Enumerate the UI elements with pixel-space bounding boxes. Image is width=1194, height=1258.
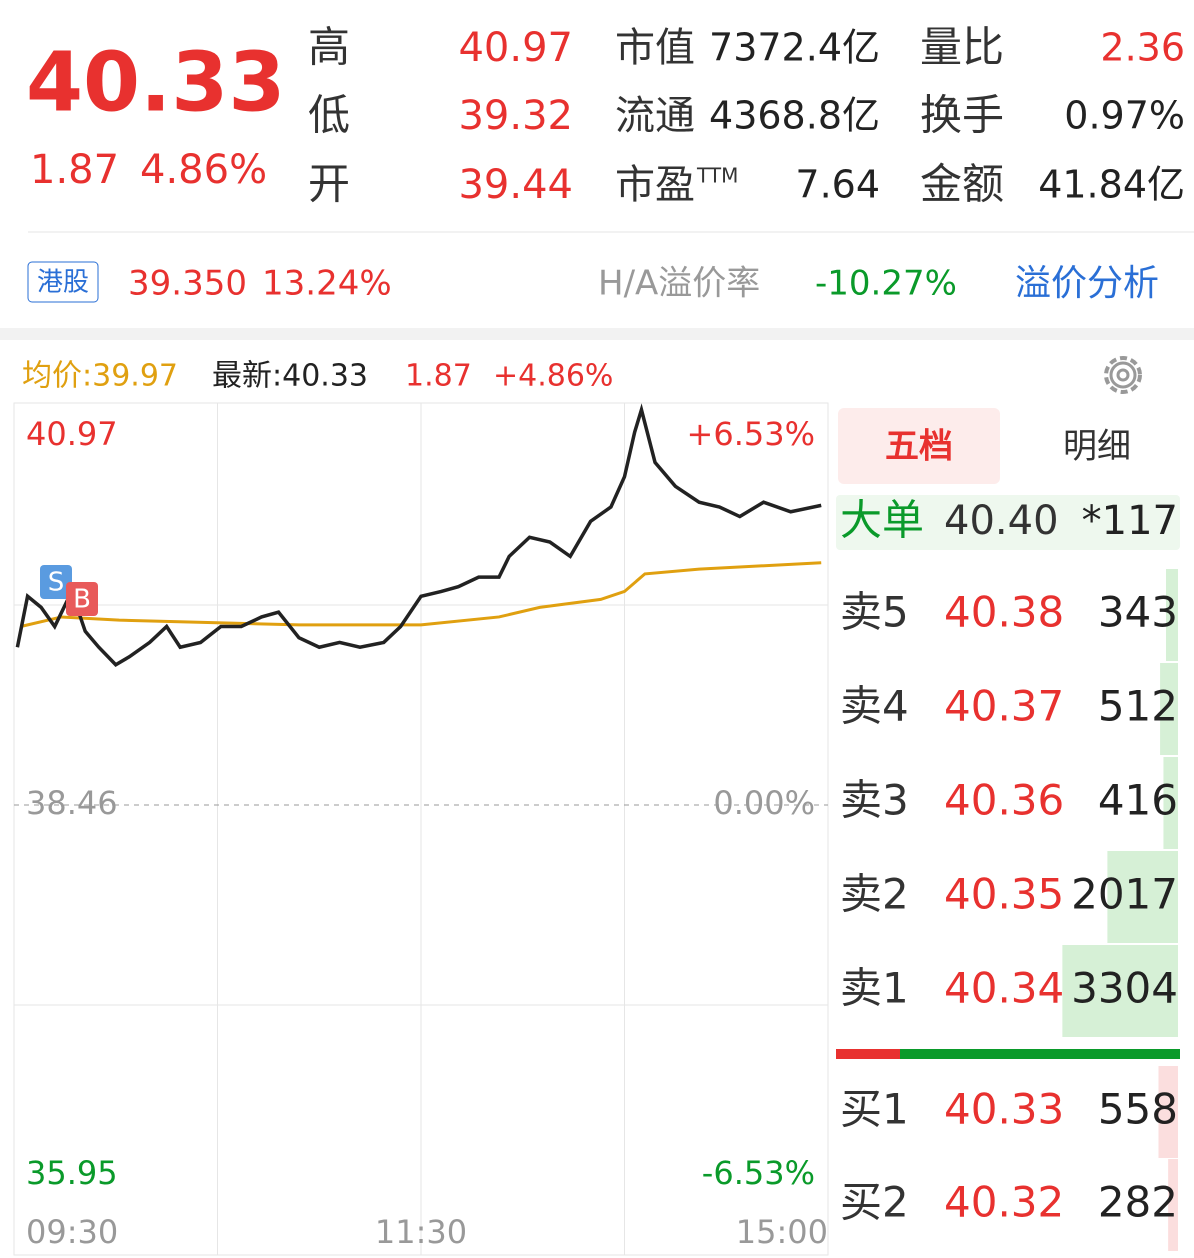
stat-value: 2.36	[1100, 26, 1185, 70]
level-volume: 343	[1098, 588, 1178, 637]
level-price: 40.38	[944, 588, 1064, 637]
stat-value: 39.32	[458, 93, 573, 139]
price: 40.33	[26, 35, 285, 130]
tab[interactable]: 明细	[1063, 427, 1131, 467]
stat-label: 量比	[920, 23, 1004, 72]
level-price: 40.35	[944, 870, 1064, 919]
x-tick-label: 11:30	[375, 1213, 467, 1251]
signal-badge: S	[48, 568, 65, 598]
settings-icon[interactable]	[1104, 356, 1142, 394]
stat-label: 市值	[615, 25, 695, 71]
pct-label: +6.53%	[687, 415, 815, 453]
tab[interactable]: 五档	[885, 427, 953, 467]
hk-badge: 港股	[37, 268, 89, 298]
stat-label: 市盈	[615, 162, 695, 208]
level-label: 卖4	[840, 682, 909, 731]
volume-bar	[1163, 757, 1178, 849]
level-label: 卖5	[840, 588, 909, 637]
level-volume: 558	[1098, 1085, 1178, 1134]
pct-label: -6.53%	[702, 1154, 815, 1192]
level-volume: 3304	[1071, 964, 1178, 1013]
level-label: 卖1	[840, 964, 909, 1013]
stat-value: 0.97%	[1064, 94, 1185, 138]
latest: 最新:40.33	[212, 359, 368, 394]
level-label: 买2	[840, 1178, 909, 1227]
separator	[0, 328, 1194, 340]
stat-value: 39.44	[458, 162, 573, 208]
hk-pct: 13.24%	[262, 264, 392, 304]
avg-price: 均价:39.97	[22, 359, 178, 394]
hk-price: 39.350	[128, 264, 247, 304]
big-order-bg	[836, 495, 1180, 550]
price-line	[15, 403, 822, 667]
premium-label: H/A溢价率	[598, 264, 760, 304]
level-volume: 416	[1098, 776, 1178, 825]
level-price: 40.37	[944, 682, 1064, 731]
stat-label: 开	[308, 160, 350, 209]
level-price: 40.36	[944, 776, 1064, 825]
level-price: 40.34	[944, 964, 1064, 1013]
big-price: 40.40	[944, 498, 1059, 544]
stat-label: 高	[308, 23, 350, 72]
y-tick-label: 35.95	[26, 1154, 118, 1192]
header-change: 1.87	[405, 359, 472, 394]
volume-bar	[1160, 663, 1178, 755]
stat-value: 7.64	[795, 163, 880, 207]
stat-value: 4368.8亿	[709, 94, 880, 138]
tab-active-bg	[838, 408, 1000, 484]
header-pct: +4.86%	[493, 359, 613, 394]
stat-label: 换手	[920, 91, 1004, 140]
signal-badge: B	[73, 585, 91, 615]
change-pct: 4.86%	[140, 147, 267, 193]
stat-value: 40.97	[458, 25, 573, 71]
volume-bar	[1165, 569, 1178, 661]
level-label: 卖2	[840, 870, 909, 919]
big-label: 大单	[840, 496, 924, 545]
volume-bar	[1168, 1159, 1178, 1251]
x-tick-label: 09:30	[26, 1213, 118, 1251]
stat-label: 低	[308, 91, 350, 140]
signal-badge-bg	[66, 582, 98, 616]
volume-bar	[1107, 851, 1178, 943]
stat-label: 金额	[920, 160, 1004, 209]
level-price: 40.32	[944, 1178, 1064, 1227]
level-volume: 512	[1098, 682, 1178, 731]
stat-sup: TTM	[696, 164, 738, 188]
avg-line	[20, 561, 822, 628]
premium: -10.27%	[815, 264, 957, 304]
ratio-green	[900, 1049, 1180, 1059]
y-tick-label: 38.46	[26, 784, 118, 822]
stat-label: 流通	[615, 93, 695, 139]
level-volume: 282	[1098, 1178, 1178, 1227]
stat-value: 41.84亿	[1038, 163, 1185, 207]
x-tick-label: 15:00	[736, 1213, 828, 1251]
stat-value: 7372.4亿	[709, 26, 880, 70]
hk-badge-box	[27, 261, 99, 303]
level-price: 40.33	[944, 1085, 1064, 1134]
signal-badge-bg	[40, 565, 72, 599]
volume-bar	[1062, 945, 1178, 1037]
big-volume: *117	[1082, 498, 1178, 544]
premium-link[interactable]: 溢价分析	[1015, 263, 1159, 304]
level-label: 卖3	[840, 776, 909, 825]
pct-label: 0.00%	[713, 784, 815, 822]
change: 1.87	[30, 147, 119, 193]
level-volume: 2017	[1071, 870, 1178, 919]
level-label: 买1	[840, 1085, 909, 1134]
y-tick-label: 40.97	[26, 415, 118, 453]
ratio-red	[836, 1049, 900, 1059]
volume-bar	[1158, 1066, 1178, 1158]
